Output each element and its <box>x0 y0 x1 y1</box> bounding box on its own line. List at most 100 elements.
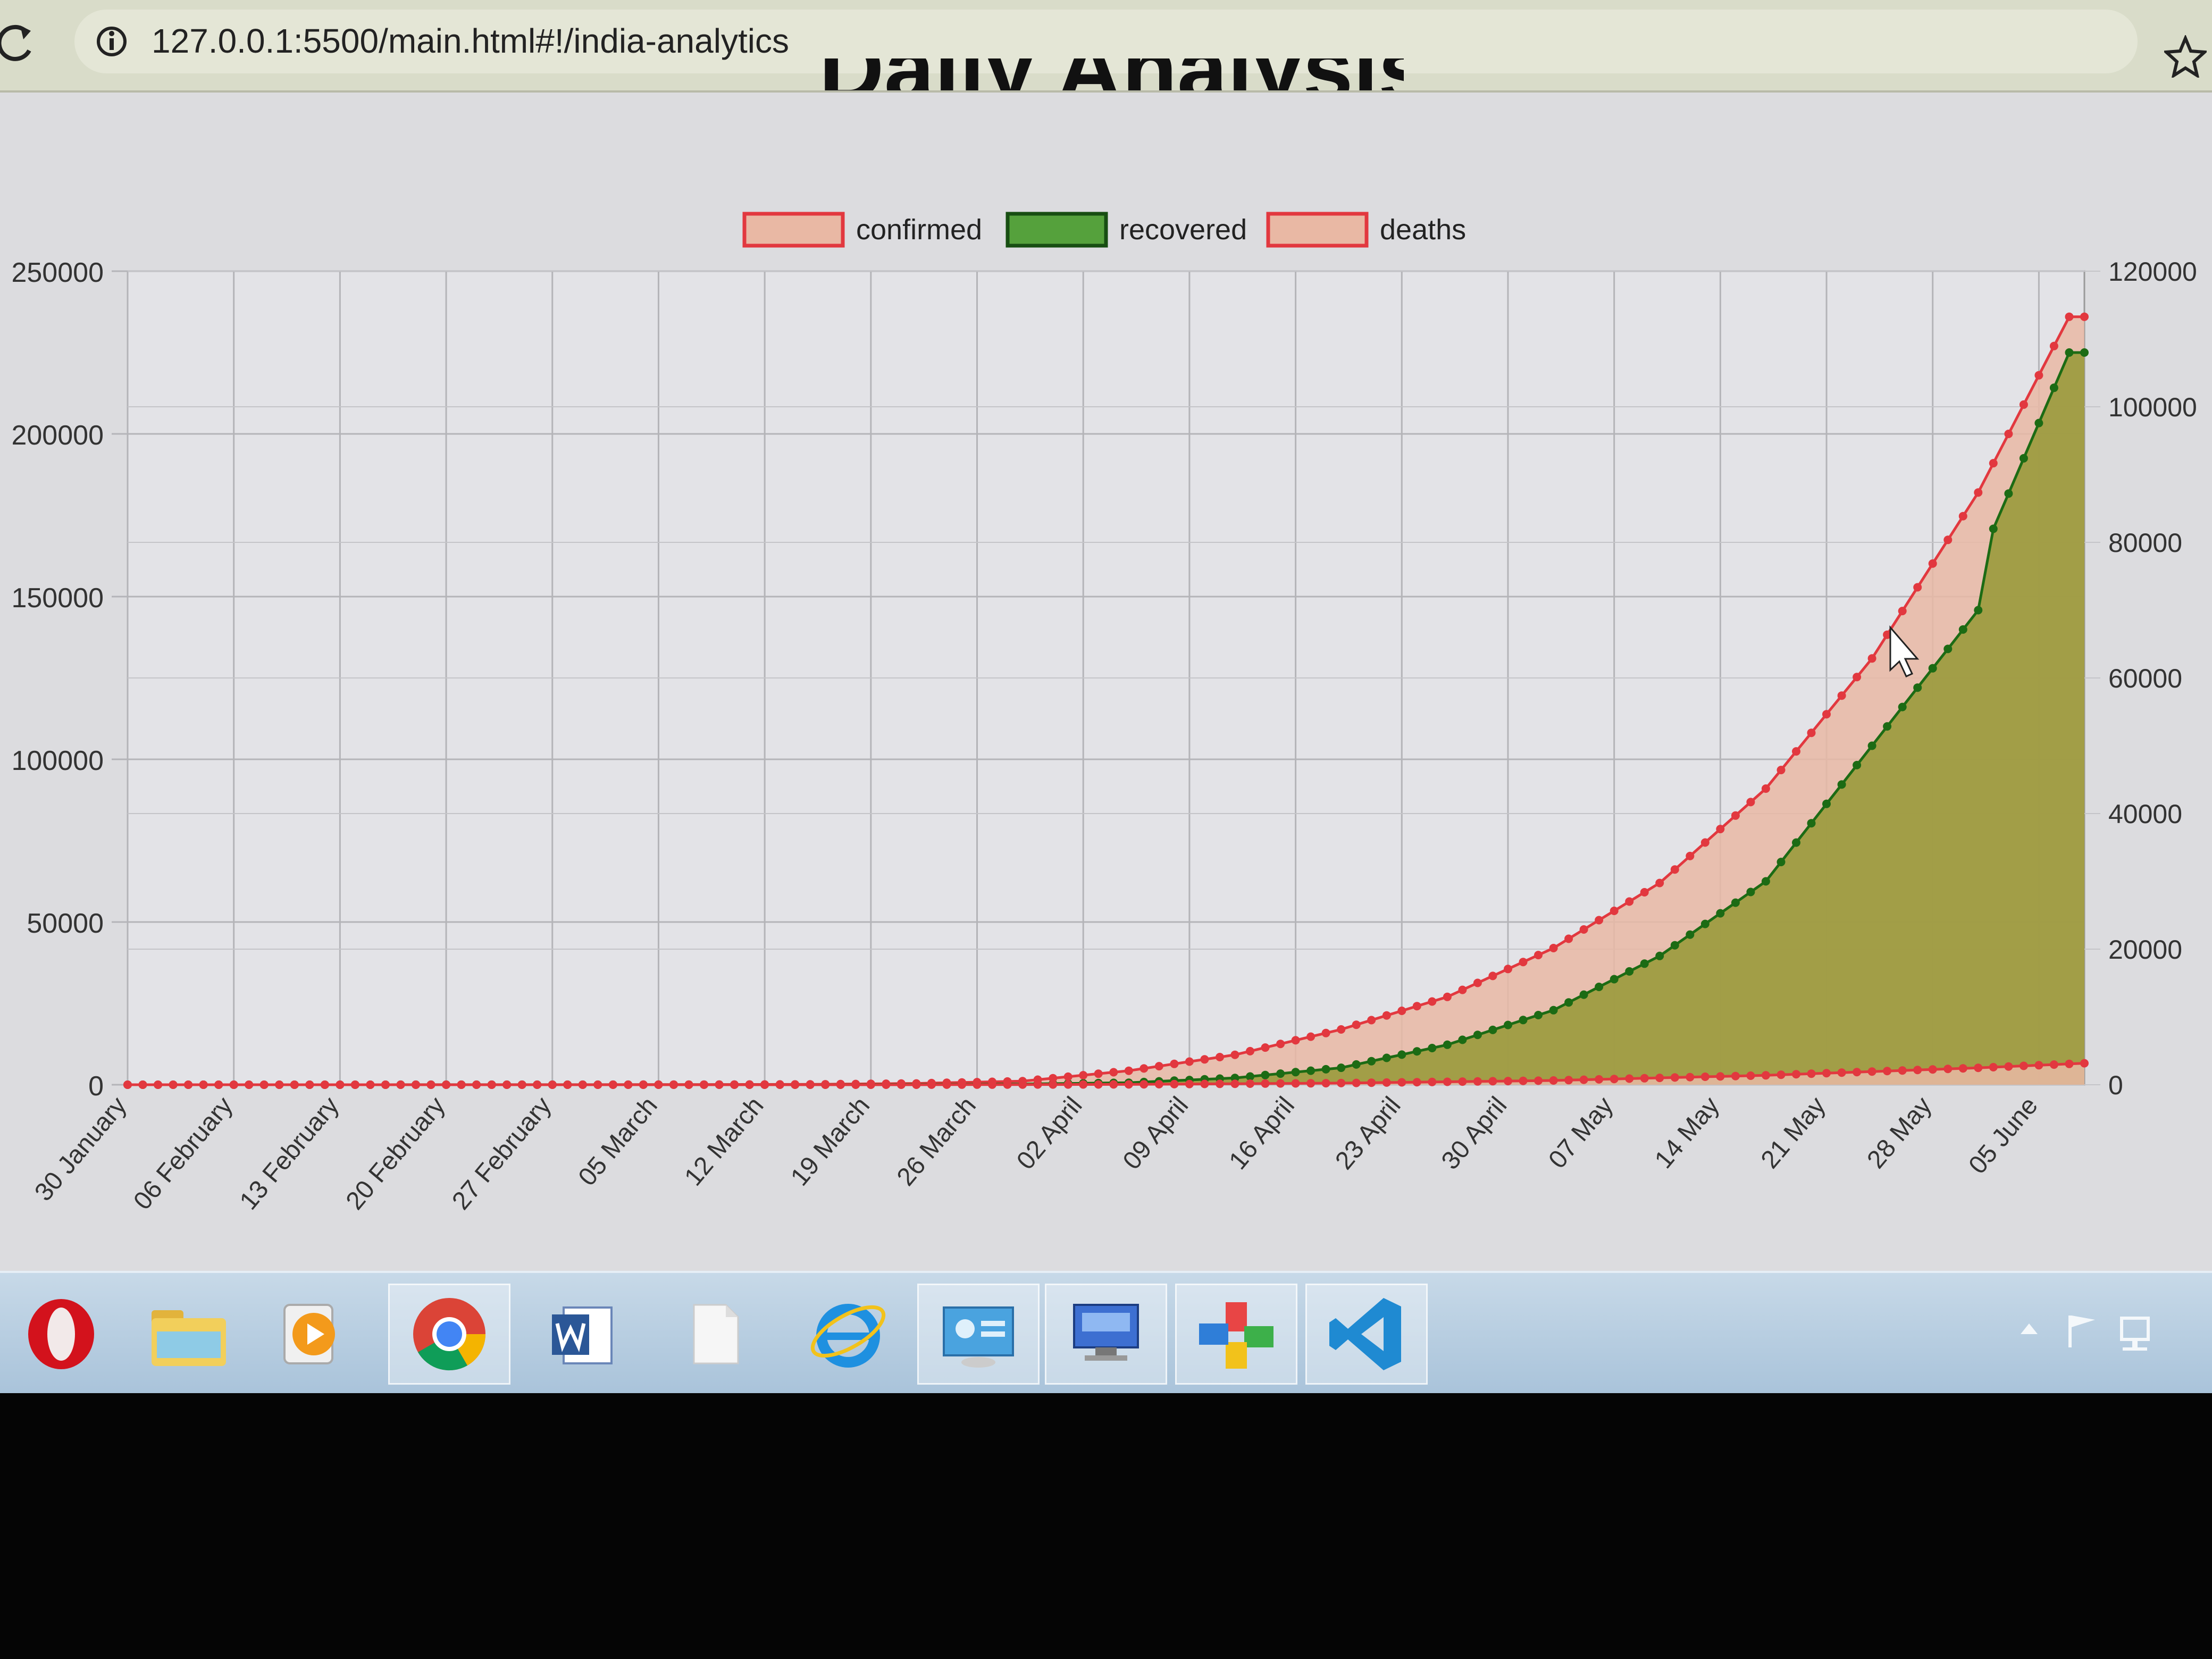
data-point[interactable] <box>1928 559 1937 568</box>
data-point[interactable] <box>624 1080 633 1089</box>
data-point[interactable] <box>1792 838 1800 847</box>
data-point[interactable] <box>1670 941 1679 950</box>
data-point[interactable] <box>563 1080 572 1089</box>
data-point[interactable] <box>1276 1069 1285 1078</box>
data-point[interactable] <box>1807 728 1816 738</box>
data-point[interactable] <box>1049 1074 1058 1083</box>
data-point[interactable] <box>1867 741 1876 750</box>
data-point[interactable] <box>1443 1077 1452 1086</box>
data-point[interactable] <box>1458 1035 1467 1044</box>
data-point[interactable] <box>1049 1080 1058 1089</box>
data-point[interactable] <box>396 1080 405 1089</box>
data-point[interactable] <box>1822 1069 1831 1078</box>
data-point[interactable] <box>1989 459 1998 468</box>
data-point[interactable] <box>1958 625 1967 634</box>
data-point[interactable] <box>1185 1057 1194 1066</box>
data-point[interactable] <box>1412 1047 1421 1056</box>
data-point[interactable] <box>1124 1080 1133 1089</box>
data-point[interactable] <box>1625 897 1634 906</box>
data-point[interactable] <box>896 1079 906 1088</box>
data-point[interactable] <box>866 1079 875 1088</box>
data-point[interactable] <box>760 1080 769 1089</box>
data-point[interactable] <box>1063 1080 1073 1089</box>
data-point[interactable] <box>1519 1016 1528 1025</box>
taskbar-item-blank-document[interactable] <box>654 1284 776 1385</box>
data-point[interactable] <box>1412 1078 1421 1087</box>
data-point[interactable] <box>1534 1076 1543 1085</box>
data-point[interactable] <box>1989 1063 1998 1071</box>
data-point[interactable] <box>1352 1060 1361 1069</box>
data-point[interactable] <box>1716 909 1725 918</box>
data-point[interactable] <box>1837 691 1846 700</box>
data-point[interactable] <box>1412 1002 1421 1011</box>
data-point[interactable] <box>412 1080 420 1089</box>
data-point[interactable] <box>1534 951 1543 960</box>
data-point[interactable] <box>1686 851 1695 860</box>
data-point[interactable] <box>775 1080 784 1089</box>
data-point[interactable] <box>229 1080 238 1089</box>
data-point[interactable] <box>1958 1064 1967 1073</box>
url-text[interactable]: 127.0.0.1:5500/main.html#!/india-analyti… <box>152 22 789 60</box>
data-point[interactable] <box>745 1080 754 1089</box>
data-point[interactable] <box>1867 654 1876 663</box>
data-point[interactable] <box>305 1080 314 1089</box>
data-point[interactable] <box>2049 383 2058 392</box>
data-point[interactable] <box>2019 454 2028 463</box>
data-point[interactable] <box>1488 1077 1497 1086</box>
data-point[interactable] <box>169 1080 178 1089</box>
data-point[interactable] <box>1246 1046 1254 1055</box>
data-point[interactable] <box>1473 1030 1482 1040</box>
data-point[interactable] <box>1367 1016 1376 1025</box>
data-point[interactable] <box>608 1080 617 1089</box>
data-point[interactable] <box>2034 418 2043 428</box>
data-point[interactable] <box>245 1080 254 1089</box>
taskbar-item-file-explorer[interactable] <box>128 1284 250 1385</box>
data-point[interactable] <box>1397 1007 1406 1015</box>
data-point[interactable] <box>715 1080 724 1089</box>
data-point[interactable] <box>1807 819 1816 828</box>
taskbar-item-remote-desktop[interactable] <box>1045 1284 1167 1385</box>
data-point[interactable] <box>1913 583 1922 592</box>
data-point[interactable] <box>2065 348 2074 357</box>
data-point[interactable] <box>1230 1079 1239 1088</box>
data-point[interactable] <box>1276 1079 1285 1088</box>
data-point[interactable] <box>1246 1079 1254 1088</box>
data-point[interactable] <box>1700 919 1710 928</box>
taskbar-item-media-player[interactable] <box>250 1284 372 1385</box>
data-point[interactable] <box>1003 1077 1012 1086</box>
data-point[interactable] <box>1761 877 1770 886</box>
data-point[interactable] <box>1321 1028 1330 1037</box>
taskbar-item-internet-explorer[interactable] <box>787 1284 909 1385</box>
taskbar-item-opera[interactable] <box>0 1284 122 1385</box>
data-point[interactable] <box>1109 1068 1118 1077</box>
taskbar-item-paint[interactable] <box>1175 1284 1297 1385</box>
data-point[interactable] <box>1261 1070 1270 1079</box>
data-point[interactable] <box>320 1080 329 1089</box>
data-point[interactable] <box>1352 1078 1361 1087</box>
data-point[interactable] <box>1428 997 1437 1006</box>
data-point[interactable] <box>1792 747 1800 756</box>
data-point[interactable] <box>1230 1050 1239 1059</box>
data-point[interactable] <box>836 1079 845 1088</box>
data-point[interactable] <box>259 1080 269 1089</box>
data-point[interactable] <box>851 1079 860 1088</box>
data-point[interactable] <box>1352 1020 1361 1029</box>
data-point[interactable] <box>381 1080 390 1089</box>
data-point[interactable] <box>1716 1072 1725 1081</box>
data-point[interactable] <box>1534 1011 1543 1019</box>
data-point[interactable] <box>806 1080 815 1089</box>
data-point[interactable] <box>1928 1065 1937 1074</box>
legend-item-confirmed[interactable]: confirmed <box>742 212 982 248</box>
data-point[interactable] <box>1139 1064 1149 1073</box>
data-point[interactable] <box>1079 1080 1088 1089</box>
data-point[interactable] <box>1595 916 1604 925</box>
data-point[interactable] <box>1504 1020 1512 1029</box>
data-point[interactable] <box>882 1079 891 1088</box>
data-point[interactable] <box>1853 673 1862 682</box>
data-point[interactable] <box>1777 766 1786 775</box>
data-point[interactable] <box>1610 907 1619 915</box>
data-point[interactable] <box>973 1078 982 1087</box>
data-point[interactable] <box>1610 1075 1619 1084</box>
data-point[interactable] <box>1898 607 1907 616</box>
data-point[interactable] <box>1761 1071 1770 1080</box>
